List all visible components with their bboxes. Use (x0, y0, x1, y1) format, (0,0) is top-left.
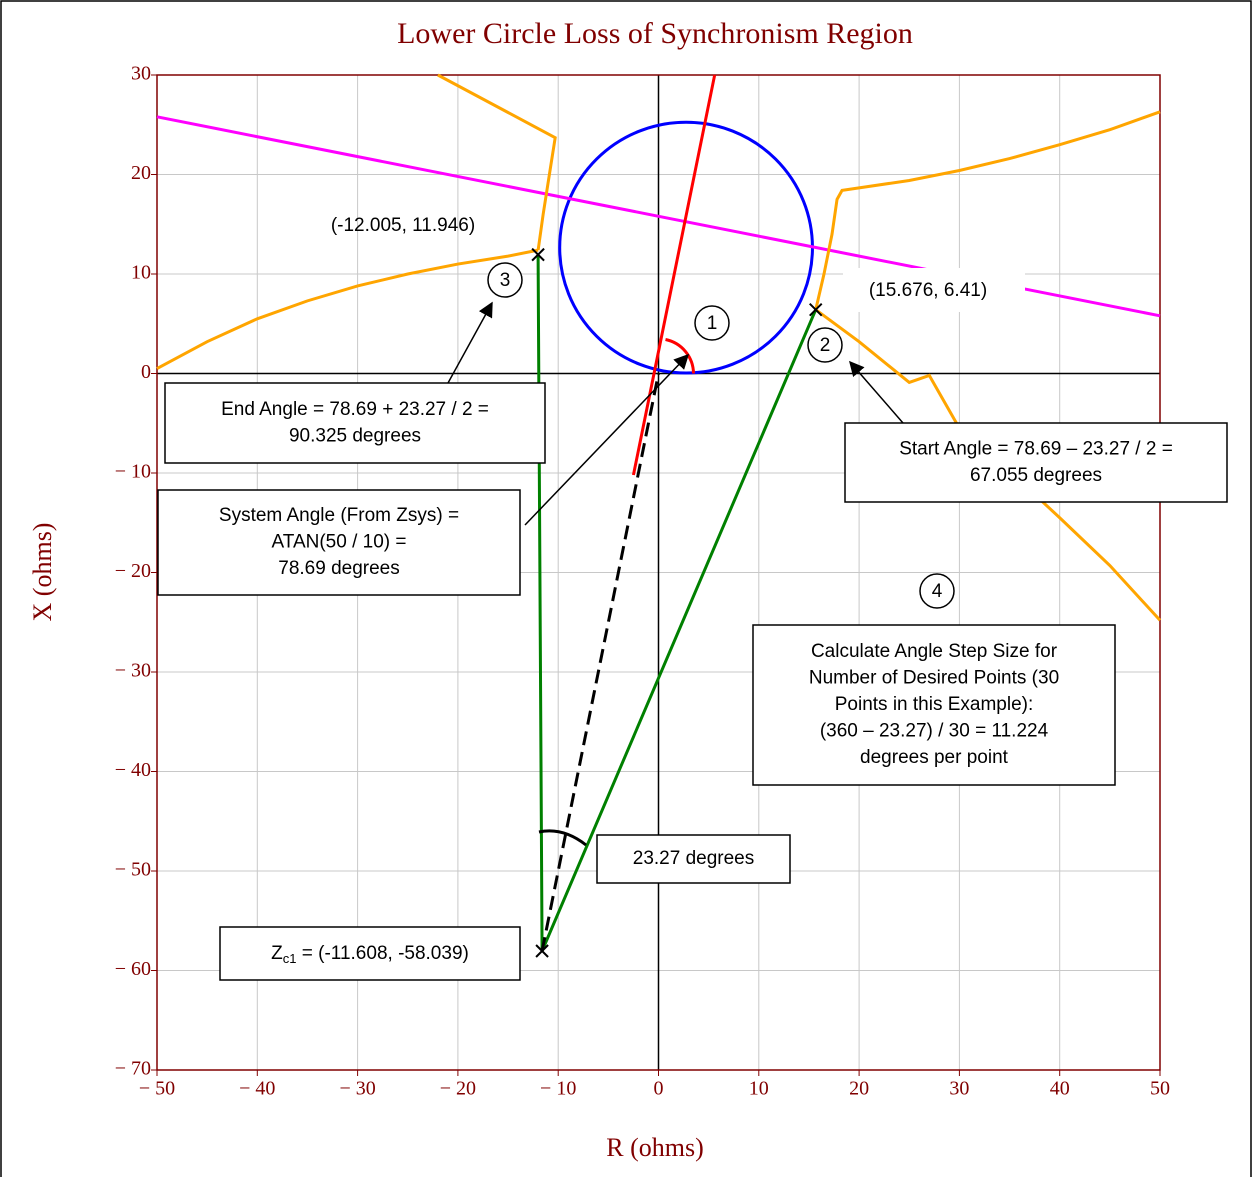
y-tick-label: − 30 (115, 660, 151, 682)
x-tick-label: − 20 (440, 1078, 476, 1100)
marker-label: 3 (500, 270, 511, 291)
y-axis-label: X (ohms) (28, 523, 57, 622)
marker-circle (694, 305, 730, 341)
x-tick-label: − 50 (139, 1078, 175, 1100)
marker-label: 4 (932, 581, 943, 602)
y-tick-label: 30 (131, 63, 151, 85)
x-tick-label: − 40 (239, 1078, 275, 1100)
box-line: 67.055 degrees (970, 465, 1102, 486)
text-box (157, 489, 521, 596)
box-line: System Angle (From Zsys) = (219, 505, 459, 526)
series-line (156, 248, 539, 370)
y-tick-label: 20 (131, 162, 151, 184)
label-box (219, 926, 521, 981)
plot-border (156, 74, 1161, 1071)
box-line: 90.325 degrees (289, 425, 421, 446)
y-tick-label: − 50 (115, 859, 151, 881)
series-line (814, 110, 1161, 311)
y-tick-label: − 60 (115, 958, 151, 980)
angle-arc (665, 338, 695, 374)
x-tick-label: 0 (654, 1078, 664, 1100)
box-line: 78.69 degrees (278, 558, 400, 579)
marker-label: 2 (820, 335, 831, 356)
y-tick-label: − 10 (115, 461, 151, 483)
annotations: (-12.005, 11.946) (15.676, 6.41) Zc1 = (-1… (157, 215, 1228, 981)
label-part: = (-11.608, -58.039) (297, 943, 469, 964)
chart-title: Lower Circle Loss of Synchronism Region (397, 17, 913, 50)
point-label: (15.676, 6.41) (869, 280, 987, 301)
box-line: ATAN(50 / 10) = (272, 532, 407, 553)
text-box (844, 422, 1228, 503)
arrow (447, 301, 493, 384)
label-part: c1 (283, 951, 297, 966)
box-line: Calculate Angle Step Size for (811, 641, 1058, 662)
circle (558, 120, 814, 375)
angle-arc (538, 829, 587, 847)
box-line: Start Angle = 78.69 – 23.27 / 2 = (899, 438, 1173, 459)
box-line: End Angle = 78.69 + 23.27 / 2 = (221, 399, 489, 420)
x-tick-label: 30 (949, 1078, 969, 1100)
x-tick-label: − 30 (339, 1078, 375, 1100)
point-label: Zc1 = (-11.608, -58.039) (271, 943, 469, 966)
y-tick-label: − 40 (115, 759, 151, 781)
x-tick-label: 40 (1050, 1078, 1070, 1100)
box-line: 23.27 degrees (633, 848, 755, 869)
y-tick-label: − 70 (115, 1058, 151, 1080)
text-box (752, 624, 1116, 786)
marker-circle (807, 327, 843, 363)
x-tick-label: 50 (1150, 1078, 1170, 1100)
y-tick-label: 0 (141, 361, 151, 383)
x-tick-label: − 10 (540, 1078, 576, 1100)
marker-label: 1 (707, 313, 718, 334)
box-line: Points in this Example): (835, 694, 1034, 715)
text-box (164, 382, 546, 464)
box-line: (360 – 23.27) / 30 = 11.224 (820, 721, 1049, 742)
label-bg (843, 268, 1025, 312)
x-tick-label: 20 (849, 1078, 869, 1100)
box-line: Number of Desired Points (30 (809, 668, 1059, 689)
series-line (437, 73, 557, 251)
marker-circle (919, 573, 955, 609)
point-marker (531, 247, 545, 262)
series-line (540, 373, 660, 952)
box-line: degrees per point (860, 747, 1009, 768)
point-marker (535, 944, 549, 958)
label-part: Z (271, 943, 283, 964)
y-tick-label: 10 (131, 262, 151, 284)
arrow (849, 360, 904, 424)
point-marker (809, 303, 823, 317)
x-axis-label: R (ohms) (606, 1133, 704, 1162)
point-label: (-12.005, 11.946) (331, 215, 475, 236)
series-line (631, 74, 717, 476)
text-box (596, 834, 791, 884)
arrow (524, 353, 690, 526)
y-tick-label: − 20 (115, 560, 151, 582)
marker-circle (487, 262, 523, 298)
x-tick-label: 10 (749, 1078, 769, 1100)
